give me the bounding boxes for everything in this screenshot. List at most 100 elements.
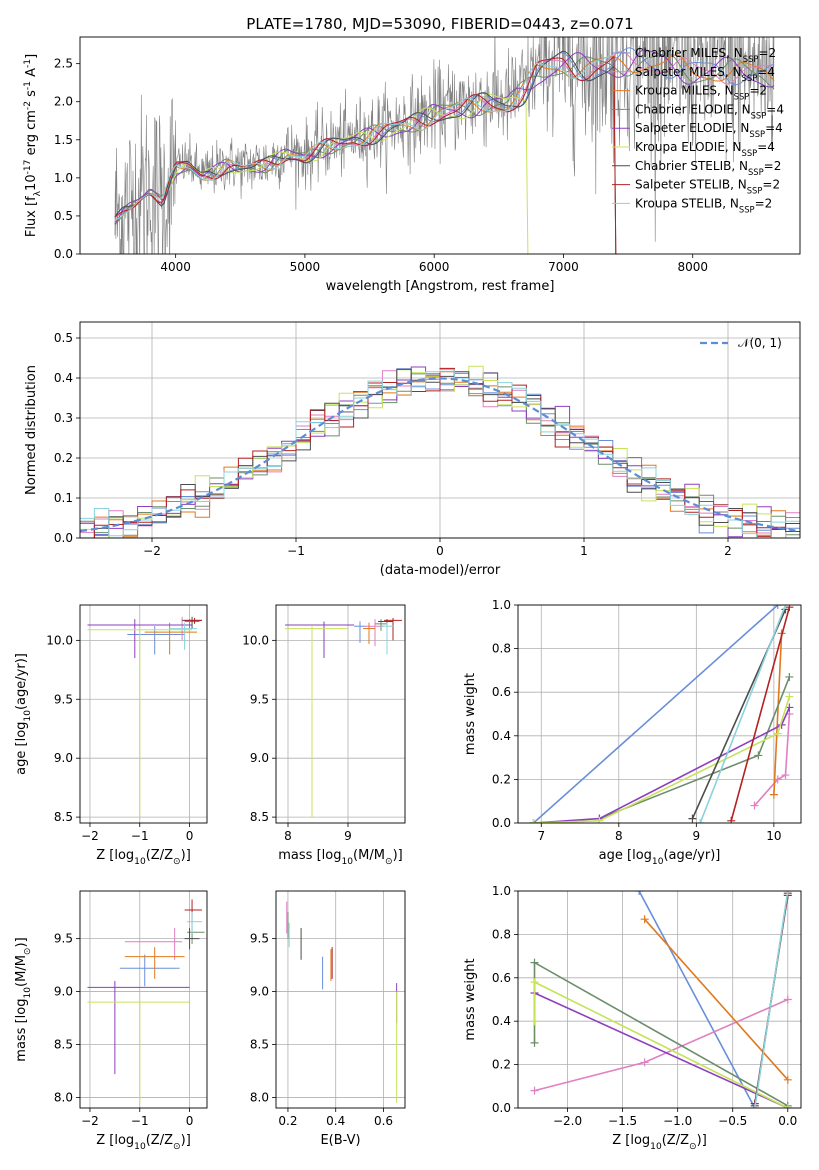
x-tick-label: 0.6 [374,1114,393,1128]
y-tick-label: 0.6 [492,971,511,985]
x-tick-label: 9 [344,829,352,843]
y-tick-label: 0.8 [492,642,511,656]
legend-label: Salpeter ELODIE, NSSP=4 [635,121,783,139]
mass-weight-marker [530,958,539,967]
y-tick-label: 0.1 [54,491,73,505]
legend-label: Salpeter STELIB, NSSP=2 [635,178,780,196]
x-tick-label: −1 [131,829,149,843]
x-tick-label: 9 [693,829,701,843]
x-tick-label: 4000 [160,260,191,274]
mass-weight-marker [785,692,794,701]
y-tick-label: 9.5 [54,692,73,706]
x-tick-label: 1 [580,544,588,558]
model-spectrum [114,53,775,226]
x-tick-label: 7 [537,829,545,843]
plot-area [285,617,402,818]
plot-area [87,616,203,818]
x-tick-label: 5000 [290,260,321,274]
axes-frame [79,890,208,1109]
mass-weight-line [534,992,789,1108]
x-tick-label: 10 [766,829,781,843]
x-tick-label: 6000 [419,260,450,274]
panel-mass-vs-Z: −2 −1 0 8.0 8.5 9.0 9.5 Z [log10(Z/Z⊙)] mass [lo… [14,890,208,1152]
mass-weight-marker [640,915,649,924]
y-tick-label: 9.0 [250,751,269,765]
model-spectrum [168,93,529,254]
mass-weight-marker [750,801,759,810]
y-tick-label: 1.5 [54,133,73,147]
y-tick-label: 8.0 [250,1090,269,1104]
mass-weight-marker [783,995,792,1004]
mass-weight-marker [769,790,778,799]
y-tick-label: 2.5 [54,57,73,71]
plot-area [114,37,775,254]
x-axis-label: wavelength [Angstrom, rest frame] [326,279,555,294]
axes-frame [79,321,801,539]
mass-weight-marker [530,1017,539,1026]
mass-weight-line [533,980,789,1108]
x-axis-label: Z [log10(Z/Z⊙)] [96,848,191,867]
y-tick-label: 0.4 [54,371,73,385]
panel-age-vs-Z: −2 −1 0 8.5 9.0 9.5 10.0 Z [log10(Z/Z⊙)] age [lo… [14,604,208,867]
x-tick-label: −1.0 [663,1114,692,1128]
mass-weight-marker [783,891,792,895]
panel-mass-weight-vs-age: 7 8 9 10 0.0 0.2 0.4 0.6 0.8 1.0 age [log10(age/yr… [463,598,802,867]
y-tick-label: 9.5 [250,692,269,706]
x-tick-label: −2 [143,544,161,558]
y-tick-label: 0.2 [492,1058,511,1072]
y-tick-label: 0.4 [492,729,511,743]
y-tick-label: 9.0 [54,751,73,765]
plot-area [286,901,398,1103]
x-tick-label: −1.5 [608,1114,637,1128]
y-tick-label: 0.0 [54,247,73,261]
y-tick-label: 1.0 [54,171,73,185]
mass-weight-marker [781,605,790,609]
y-tick-label: 10.0 [242,633,269,647]
x-tick-label: 8 [615,829,623,843]
x-axis-label: E(B-V) [320,1133,360,1148]
legend-label: Chabrier MILES, NSSP=2 [635,46,776,64]
axes-frame [517,604,802,824]
legend-label: Kroupa ELODIE, NSSP=4 [635,140,775,158]
x-axis-label: (data-model)/error [380,563,501,578]
mass-weight-marker [785,605,794,612]
mass-weight-marker [530,978,539,987]
mass-weight-line [730,606,791,822]
panel-mass-vs-EBV: 0.2 0.4 0.6 8.0 8.5 9.0 9.5 E(B-V) [250,890,406,1148]
mass-weight-marker [754,751,763,760]
y-axis-label: mass [log10(M/M⊙)] [14,937,33,1061]
x-tick-label: 0.0 [778,1114,797,1128]
y-tick-label: 0.2 [492,772,511,786]
mass-weight-marker [783,1075,792,1084]
mass-weight-line [533,707,791,823]
x-axis-label: mass [log10(M/M⊙)] [278,848,402,867]
mass-weight-line [699,605,787,823]
y-tick-label: 9.0 [54,985,73,999]
mass-weight-line [532,605,779,823]
axes-frame [79,604,208,824]
x-axis-label: Z [log10(Z/Z⊙)] [612,1133,707,1152]
mass-weight-line [754,891,789,1108]
x-tick-label: 7000 [548,260,579,274]
legend-label: Salpeter MILES, NSSP=4 [635,65,775,83]
mass-weight-marker [530,1086,539,1095]
y-tick-label: 0.2 [54,451,73,465]
mass-weight-marker [595,816,604,823]
y-tick-label: 10.0 [46,633,73,647]
legend: 𝒩(0, 1) [700,336,782,350]
y-tick-label: 0.5 [54,331,73,345]
mass-weight-marker [530,1038,539,1047]
panel-spectrum: 4000 5000 6000 7000 8000 0.0 0.5 1.0 1.5 2.0 2.5 wa… [23,36,801,294]
y-axis-label: mass weight [463,673,478,755]
legend-label: Chabrier ELODIE, NSSP=4 [635,102,784,120]
mass-weight-line [638,891,756,1108]
x-tick-label: 8000 [677,260,708,274]
legend-label: Chabrier STELIB, NSSP=2 [635,159,781,177]
x-tick-label: 8 [284,829,292,843]
x-tick-label: −0.5 [718,1114,747,1128]
y-tick-label: 2.0 [54,95,73,109]
x-axis-label: Z [log10(Z/Z⊙)] [96,1133,191,1152]
mass-weight-marker [727,816,736,823]
